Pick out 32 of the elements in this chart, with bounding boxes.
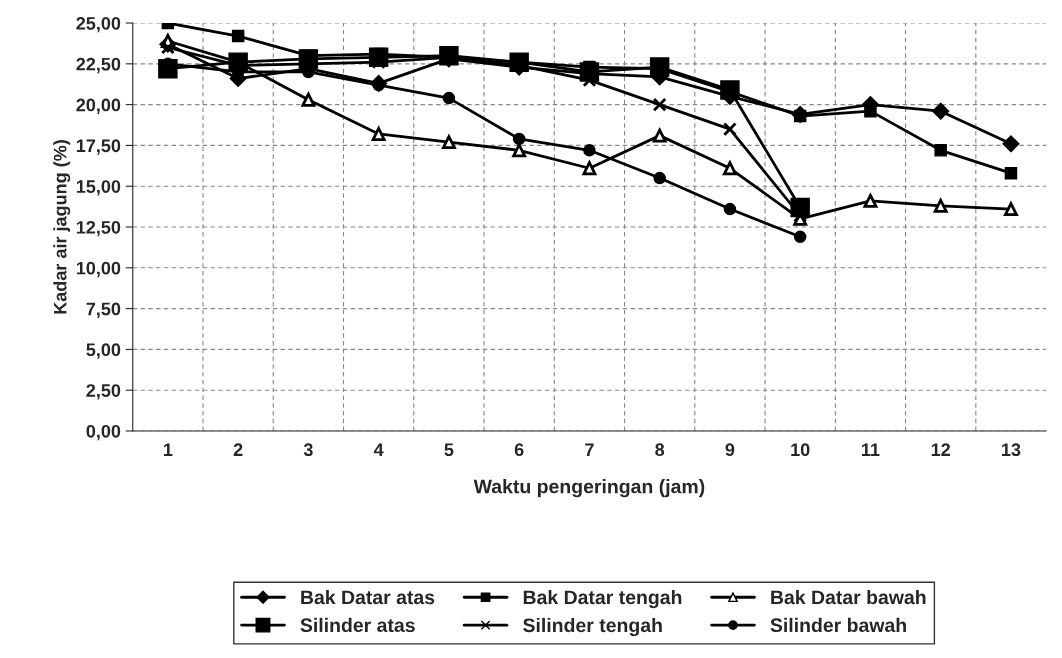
- x-tick-label: 9: [725, 443, 735, 457]
- x-tick-label: 7: [585, 443, 594, 456]
- legend-label: Bak Datar tengah: [523, 589, 682, 609]
- legend-label: Silinder bawah: [770, 617, 906, 633]
- x-tick-label: 8: [655, 443, 665, 457]
- x-tick-label: 11: [862, 443, 880, 456]
- y-tick-label: 5,00: [86, 343, 121, 359]
- x-tick-label: 3: [303, 443, 313, 457]
- x-tick-label: 2: [233, 443, 243, 456]
- legend-label: Silinder tengah: [523, 617, 662, 637]
- x-tick-label: 4: [373, 443, 384, 456]
- legend-label: Silinder atas: [300, 617, 415, 633]
- legend-label: Bak Datar atas: [301, 589, 435, 605]
- y-tick-label: 20,00: [76, 98, 121, 114]
- legend-label: Bak Datar bawah: [771, 589, 926, 605]
- y-tick-label: 12,50: [76, 220, 121, 237]
- y-tick-label: 2,50: [86, 384, 121, 400]
- x-tick-label: 13: [1002, 443, 1021, 457]
- y-axis-title: Kadar air jagung (%): [53, 140, 71, 314]
- y-tick-label: 17,50: [76, 139, 121, 155]
- x-tick-label: 6: [514, 443, 524, 457]
- x-tick-label: 5: [444, 443, 454, 457]
- y-tick-label: 15,00: [76, 180, 121, 196]
- y-tick-label: 25,00: [76, 16, 121, 33]
- x-tick-label: 10: [791, 443, 810, 457]
- y-tick-label: 22,50: [76, 57, 121, 74]
- x-axis-title: Waktu pengeringan (jam): [473, 479, 705, 498]
- x-tick-label: 12: [931, 443, 951, 456]
- y-tick-label: 10,00: [76, 261, 121, 278]
- x-tick-label: 1: [163, 443, 173, 456]
- y-tick-label: 7,50: [86, 302, 121, 318]
- y-tick-label: 0,00: [86, 424, 121, 441]
